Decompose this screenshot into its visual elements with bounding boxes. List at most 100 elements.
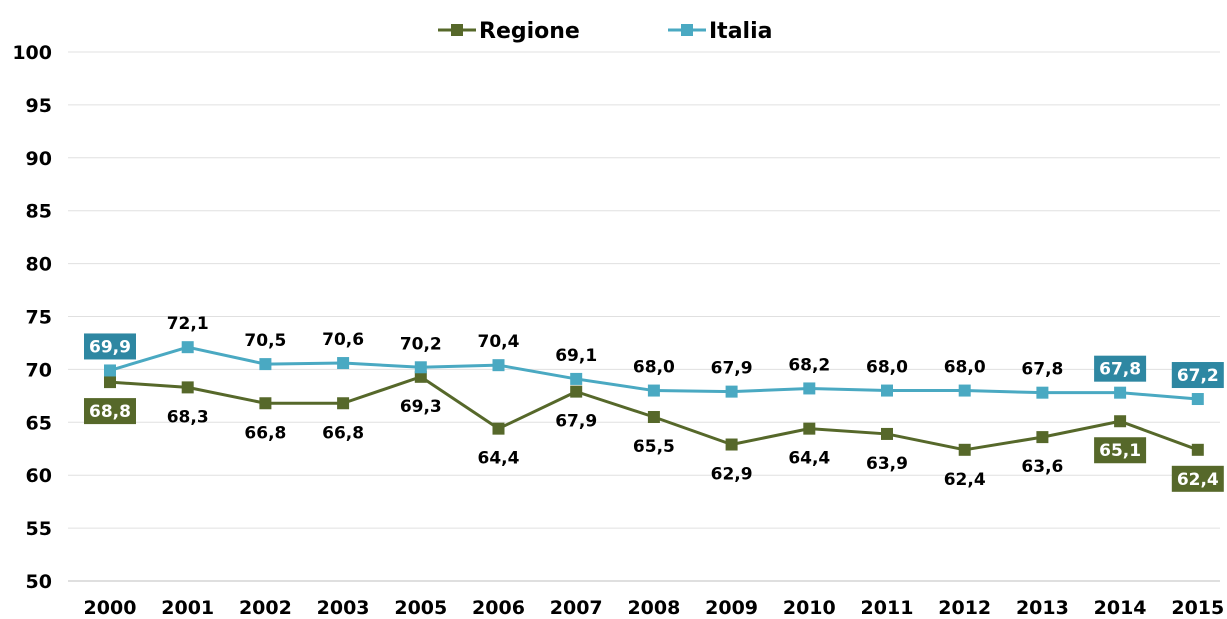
data-label: 67,8	[1099, 360, 1141, 380]
x-tick-label: 2000	[84, 597, 137, 619]
x-tick-label: 2007	[550, 597, 603, 619]
y-tick-label: 75	[26, 307, 52, 329]
marker-regione	[337, 397, 350, 410]
marker-regione	[414, 370, 427, 383]
gridlines	[68, 51, 1220, 582]
marker-italia	[181, 341, 194, 354]
marker-regione	[492, 422, 505, 435]
data-labels: 69,9 72,1 70,5 70,6 70,2 70,4 69,1 68,0 67,9 68,2…	[84, 314, 1224, 492]
data-label: 62,4	[1177, 470, 1219, 490]
data-label: 70,4	[478, 332, 520, 352]
data-label-box	[1094, 437, 1147, 464]
data-label: 67,9	[711, 359, 753, 379]
data-label-box	[84, 398, 136, 425]
marker-italia	[337, 357, 350, 370]
x-tick-label: 2002	[239, 597, 292, 619]
y-axis: 50 55 60 65 70 75 80 85 90 95 100	[12, 42, 52, 593]
data-label: 70,5	[244, 331, 286, 351]
marker-regione	[881, 427, 893, 440]
data-label: 65,5	[633, 437, 675, 457]
y-tick-label: 85	[26, 201, 52, 223]
marker-italia	[958, 384, 971, 397]
x-tick-label: 2014	[1094, 597, 1147, 619]
data-label: 68,0	[866, 358, 908, 378]
y-tick-label: 90	[26, 148, 52, 170]
data-label: 68,3	[167, 407, 209, 427]
marker-regione	[1191, 443, 1204, 456]
marker-regione	[570, 385, 583, 398]
data-label: 62,9	[711, 465, 753, 485]
marker-italia	[259, 358, 272, 371]
x-tick-label: 2001	[161, 597, 214, 619]
data-label: 70,6	[322, 330, 364, 350]
x-tick-label: 2015	[1171, 597, 1224, 619]
x-tick-label: 2010	[783, 597, 836, 619]
y-tick-label: 50	[26, 571, 52, 593]
data-label-box	[1171, 465, 1224, 492]
legend-label-regione: Regione	[479, 19, 580, 44]
y-tick-label: 95	[26, 95, 52, 117]
x-axis: 2000 2001 2002 2003 2005 2006 2007 2008 2009 2010…	[84, 597, 1225, 619]
data-label: 68,0	[633, 358, 675, 378]
y-tick-label: 60	[26, 465, 52, 487]
marker-regione	[958, 443, 971, 456]
legend-marker-italia	[681, 24, 693, 36]
marker-italia	[803, 382, 816, 395]
marker-italia	[570, 372, 583, 385]
marker-italia	[1114, 386, 1127, 399]
data-label: 68,8	[89, 402, 131, 422]
marker-regione	[803, 422, 816, 435]
data-label: 67,9	[555, 412, 597, 432]
marker-italia	[104, 364, 116, 377]
y-tick-label: 55	[26, 518, 52, 540]
marker-italia	[647, 384, 660, 397]
data-label: 67,2	[1177, 366, 1219, 386]
x-tick-label: 2013	[1016, 597, 1069, 619]
x-tick-label: 2005	[394, 597, 447, 619]
x-tick-label: 2011	[861, 597, 914, 619]
data-label: 62,4	[944, 470, 986, 490]
data-label-box	[1094, 355, 1147, 382]
data-label: 64,4	[788, 449, 830, 469]
x-tick-label: 2006	[472, 597, 525, 619]
y-tick-label: 100	[12, 42, 52, 64]
marker-italia	[492, 359, 505, 372]
data-label: 66,8	[322, 423, 364, 443]
marker-italia	[725, 385, 738, 398]
marker-italia	[881, 384, 893, 397]
y-tick-label: 80	[26, 254, 52, 276]
y-tick-label: 70	[26, 359, 52, 381]
marker-italia	[1191, 393, 1204, 406]
marker-italia	[1036, 386, 1049, 399]
x-tick-label: 2009	[705, 597, 758, 619]
series-markers	[104, 341, 1204, 456]
data-label: 69,1	[555, 346, 597, 366]
data-label: 69,3	[400, 397, 442, 417]
data-label: 68,2	[788, 355, 830, 375]
data-label-box	[84, 333, 136, 360]
marker-italia	[414, 361, 427, 374]
legend-marker-regione	[451, 24, 463, 36]
data-label: 63,9	[866, 454, 908, 474]
data-label: 68,0	[944, 358, 986, 378]
x-tick-label: 2008	[627, 597, 680, 619]
data-label: 70,2	[400, 334, 442, 354]
marker-regione	[181, 381, 194, 394]
y-tick-label: 65	[26, 412, 52, 434]
marker-regione	[104, 376, 116, 389]
data-label: 65,1	[1099, 441, 1141, 461]
marker-regione	[259, 397, 272, 410]
data-label: 64,4	[478, 449, 520, 469]
marker-regione	[725, 438, 738, 451]
legend-label-italia: Italia	[709, 19, 772, 44]
data-label: 72,1	[167, 314, 209, 334]
data-label: 63,6	[1021, 457, 1063, 477]
marker-regione	[1036, 431, 1049, 444]
x-tick-label: 2003	[317, 597, 370, 619]
data-label-box	[1171, 362, 1224, 389]
data-label: 69,9	[89, 337, 131, 357]
marker-regione	[1114, 415, 1127, 428]
data-label: 66,8	[244, 423, 286, 443]
marker-regione	[647, 411, 660, 424]
